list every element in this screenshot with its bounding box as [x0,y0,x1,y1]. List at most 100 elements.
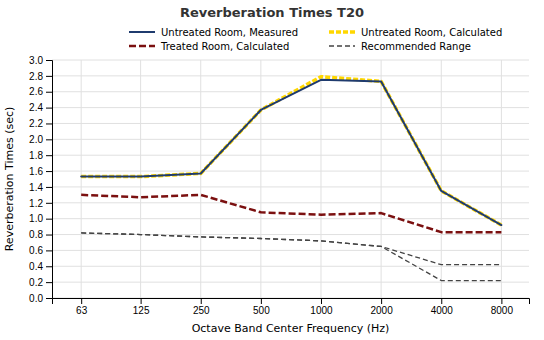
x-tick-mark [501,298,502,304]
legend-label: Untreated Room, Measured [161,27,298,38]
legend-item: Untreated Room, Calculated [329,27,502,38]
y-tick: 0.2 [29,277,52,288]
x-tick-mark [381,298,382,304]
y-tick-mark [46,235,52,236]
title: Reverberation Times T20 [180,5,364,20]
x-axis: 63 125 250 500 1000 2000 4000 8000 [53,298,530,316]
y-tick-mark [46,76,52,77]
grid-line-x [441,60,442,298]
x-axis-line [53,299,530,305]
y-tick-label: 1.6 [29,166,43,177]
x-tick-label: 250 [193,305,210,316]
y-tick-label: 0.0 [29,293,43,304]
x-tick-mark [321,298,322,304]
grid-line-y [52,155,529,156]
y-tick-mark [46,187,52,188]
y-tick: 1.4 [29,182,52,193]
y-tick: 2.0 [29,134,52,145]
grid-line-x [81,60,82,298]
series-line [81,233,501,265]
y-tick-mark [46,219,52,220]
series-line [81,80,501,225]
x-tick: 250 [193,298,210,316]
x-tick: 8000 [491,298,514,316]
x-tick-label: 63 [76,305,88,316]
x-tick-mark [441,298,442,304]
x-tick-label: 8000 [491,305,514,316]
y-axis: 0.00.20.40.60.81.01.21.41.61.82.02.22.42… [29,55,52,304]
y-tick-label: 0.4 [29,261,43,272]
y-tick-label: 1.8 [29,150,43,161]
y-tick-label: 1.0 [29,213,43,224]
grid-line-y [52,202,529,203]
grid-line-y [52,107,529,108]
y-tick: 1.0 [29,213,52,224]
grid [52,60,529,298]
y-tick-label: 0.8 [29,229,43,240]
grid-line-y [52,123,529,124]
legend-item: Recommended Range [329,41,471,52]
y-tick-mark [46,298,52,299]
y-tick-label: 0.2 [29,277,43,288]
y-tick-mark [46,282,52,283]
x-tick-label: 500 [253,305,270,316]
plot: 63 125 250 500 1000 2000 4000 8000 0.0 0.2 0.4 0.6 0… [29,55,529,316]
y-tick-label: 2.2 [29,118,43,129]
y-tick-mark [46,60,52,61]
x-tick-mark [201,298,202,304]
y-tick: 1.2 [29,198,52,209]
y-tick-label: 2.8 [29,71,43,82]
y-tick-mark [46,266,52,267]
grid-line-y [52,250,529,251]
y-tick: 0.6 [29,245,52,256]
legend-item: Untreated Room, Measured [129,27,298,38]
y-tick-mark [46,203,52,204]
y-tick-label: 1.2 [29,198,43,209]
grid-line-y [52,60,529,61]
y-tick: 2.6 [29,86,52,97]
y-axis-title: Reverberation Times (sec) [3,107,16,252]
x-tick: 4000 [431,298,454,316]
x-tick-label: 2000 [370,305,393,316]
grid-line-x [320,60,321,298]
y-tick-mark [46,92,52,93]
chart: 63 125 250 500 1000 2000 4000 8000 0.0 0.2 0.4 0.6 0… [0,0,544,340]
series-line [81,195,501,232]
y-tick-label: 1.4 [29,182,43,193]
grid-line-y [52,266,529,267]
y-tick: 2.2 [29,118,52,129]
y-tick-label: 2.0 [29,134,43,145]
grid-line-y [52,282,529,283]
legend-label: Untreated Room, Calculated [361,27,502,38]
grid-line-x [381,60,382,298]
y-tick: 1.8 [29,150,52,161]
x-tick: 500 [253,298,270,316]
lines [81,77,501,281]
grid-line-x [501,60,502,298]
y-tick-mark [46,123,52,124]
grid-line-y [52,186,529,187]
x-tick: 125 [133,298,150,316]
grid-line-y [52,75,529,76]
x-tick: 1000 [310,298,333,316]
grid-line-x [200,60,201,298]
y-tick: 0.8 [29,229,52,240]
y-tick: 3.0 [29,55,52,66]
legend-swatch [129,45,155,48]
x-tick-mark [141,298,142,304]
y-tick: 2.8 [29,71,52,82]
y-tick-label: 3.0 [29,55,43,66]
grid-line-y [52,218,529,219]
legend-swatch [129,31,155,33]
x-tick-label: 4000 [431,305,454,316]
legend-item: Treated Room, Calculated [129,41,289,52]
y-tick-mark [46,108,52,109]
y-tick-mark [46,171,52,172]
y-tick: 0.4 [29,261,52,272]
series-line [81,77,501,225]
grid-line-y [52,171,529,172]
y-tick-mark [46,250,52,251]
x-tick-mark [261,298,262,304]
legend-label: Recommended Range [361,41,471,52]
y-tick-mark [46,139,52,140]
